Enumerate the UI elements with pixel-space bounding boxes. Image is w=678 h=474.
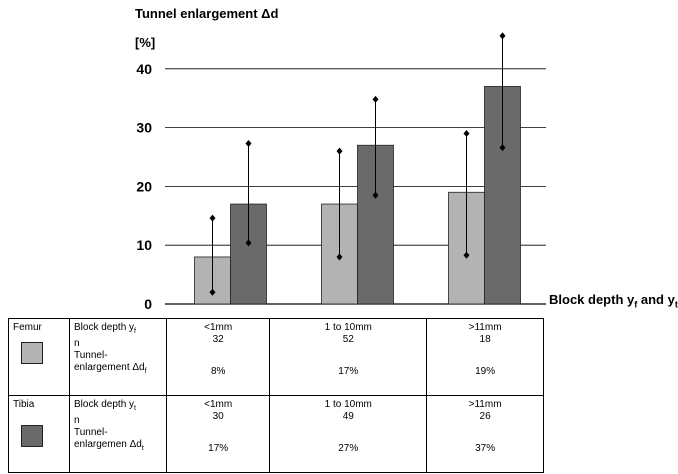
x-axis-title: Block depth yf and yt	[549, 292, 678, 310]
tibia-pct-1: 17%	[208, 443, 229, 454]
y-tick-label-10: 10	[136, 237, 152, 253]
tibia-depth-2: 1 to 10mm	[324, 399, 372, 410]
error-marker-low-femur-2	[336, 253, 343, 261]
error-marker-high-femur-3	[463, 129, 470, 137]
x-axis-title-mid: and y	[637, 292, 675, 307]
error-marker-low-femur-3	[463, 251, 470, 259]
y-tick-label-20: 20	[136, 178, 152, 194]
error-marker-high-femur-2	[336, 147, 343, 155]
tibia-legend-swatch	[21, 425, 43, 447]
femur-pct-3: 19%	[475, 366, 496, 377]
error-marker-low-tibia-1	[245, 239, 252, 247]
tibia-pct-2: 27%	[338, 443, 359, 454]
table-row-femur: Femur Block depth yf n Tunnel- enlargeme…	[8, 318, 544, 396]
femur-group-cell: Femur	[8, 318, 70, 396]
femur-legend-swatch	[21, 342, 43, 364]
y-axis-title: Tunnel enlargement Δd	[135, 6, 279, 21]
femur-label-tunnel: Tunnel-	[74, 350, 108, 361]
tibia-n-2: 49	[342, 411, 354, 422]
error-bars	[209, 32, 506, 296]
y-tick-label-30: 30	[136, 120, 152, 136]
femur-pct-1: 8%	[210, 366, 226, 377]
femur-depth-3: >11mm	[468, 322, 502, 333]
tibia-label-enlargement: enlargemen Δdt	[74, 439, 144, 452]
error-marker-low-tibia-3	[499, 144, 506, 152]
x-axis-title-sub1: f	[634, 299, 638, 310]
femur-group-label: Femur	[13, 322, 42, 333]
tibia-col-1: <1mm 30 17%	[165, 395, 271, 473]
error-marker-high-tibia-2	[372, 95, 379, 103]
tibia-col-3: >11mm 26 37%	[426, 395, 544, 473]
error-marker-high-tibia-3	[499, 32, 506, 40]
table-row-tibia: Tibia Block depth yt n Tunnel- enlargeme…	[8, 395, 544, 473]
femur-pct-2: 17%	[338, 366, 359, 377]
femur-label-cell: Block depth yf n Tunnel- enlargement Δdf	[69, 318, 167, 396]
femur-n-1: 32	[212, 334, 224, 345]
femur-depth-1: <1mm	[204, 322, 233, 333]
error-marker-high-femur-1	[209, 214, 216, 222]
femur-n-2: 52	[342, 334, 354, 345]
x-axis-title-main: Block depth y	[549, 292, 635, 307]
tibia-depth-1: <1mm	[204, 399, 233, 410]
tibia-label-depth: Block depth yt	[74, 399, 136, 412]
tibia-label-cell: Block depth yt n Tunnel- enlargemen Δdt	[69, 395, 167, 473]
error-marker-low-tibia-2	[372, 191, 379, 199]
femur-col-2: 1 to 10mm 52 17%	[269, 318, 428, 396]
femur-col-3: >11mm 18 19%	[426, 318, 544, 396]
bars	[194, 86, 521, 305]
tibia-depth-3: >11mm	[468, 399, 502, 410]
femur-depth-2: 1 to 10mm	[324, 322, 372, 333]
tibia-group-cell: Tibia	[8, 395, 70, 473]
femur-col-1: <1mm 32 8%	[165, 318, 271, 396]
tibia-pct-3: 37%	[475, 443, 496, 454]
y-tick-labels: 0 10 20 30 40	[136, 61, 152, 312]
tibia-n-1: 30	[212, 411, 224, 422]
femur-label-depth: Block depth yf	[74, 322, 136, 335]
error-marker-low-femur-1	[209, 288, 216, 296]
tibia-group-label: Tibia	[13, 399, 35, 410]
femur-label-n: n	[74, 338, 80, 349]
tibia-label-tunnel: Tunnel-	[74, 427, 108, 438]
tibia-col-2: 1 to 10mm 49 27%	[269, 395, 428, 473]
femur-label-enlargement: enlargement Δdf	[74, 362, 147, 375]
x-axis-title-sub2: t	[674, 299, 678, 310]
y-tick-label-40: 40	[136, 61, 152, 77]
tibia-n-3: 26	[479, 411, 491, 422]
y-axis-unit: [%]	[135, 35, 156, 50]
femur-n-3: 18	[479, 334, 491, 345]
y-tick-label-0: 0	[144, 296, 152, 312]
tibia-label-n: n	[74, 415, 80, 426]
data-table: Femur Block depth yf n Tunnel- enlargeme…	[8, 318, 544, 473]
bar-chart: 0 10 20 30 40	[136, 32, 546, 312]
error-marker-high-tibia-1	[245, 139, 252, 147]
